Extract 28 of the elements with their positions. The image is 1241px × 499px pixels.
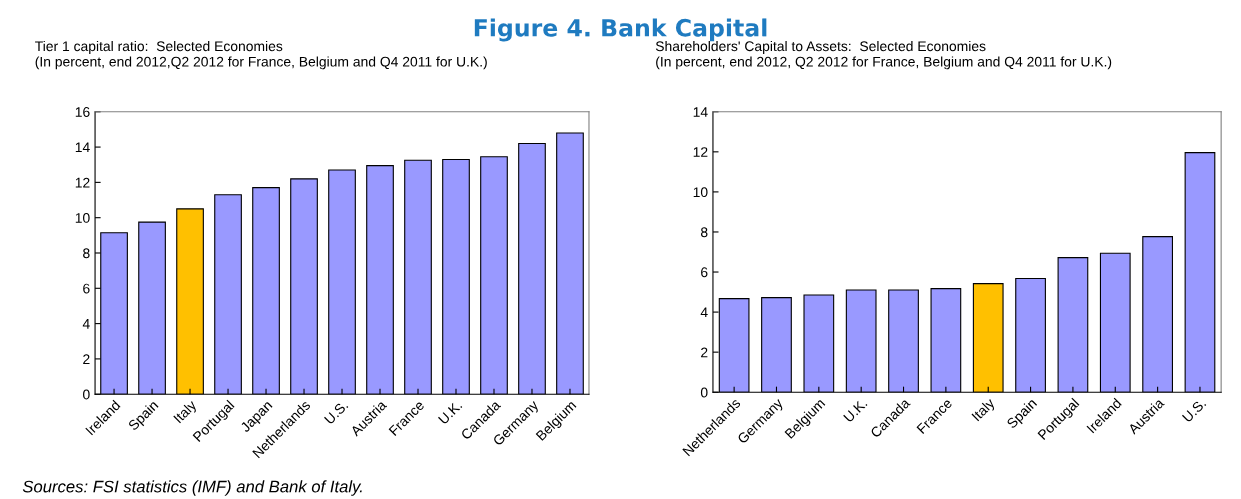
y-tick-label: 0 [700,387,708,398]
x-tick-label: U.K. [843,398,868,423]
y-tick-label: 10 [75,213,90,223]
source-note: Sources: FSI statistics (IMF) and Bank of Italy. [22,480,362,496]
y-tick-label: 0 [83,389,90,400]
chart-title: Tier 1 capital ratio: Selected Economies [35,40,283,54]
y-tick-label: 12 [75,177,90,188]
chart-subtitle: (In percent, end 2012,Q2 2012 for France, Belgium and Q4 2011 for U.K.) [35,56,487,70]
x-tick-label: U.S. [323,400,349,425]
y-tick-label: 14 [75,142,90,153]
x-tick-label: U.S. [1181,398,1207,423]
y-tick-label: 2 [701,347,708,358]
y-tick-label: 6 [701,267,708,278]
y-tick-label: 4 [700,307,708,318]
y-tick-label: 2 [83,354,90,364]
y-tick-label: 10 [693,187,708,198]
y-tick-label: 16 [75,107,90,117]
x-tick-label: Italy [971,397,998,424]
y-tick-label: 14 [693,107,708,117]
y-tick-label: 12 [693,147,708,157]
y-tick-label: 8 [700,227,708,238]
caption: Figure 4. Bank Capital [474,18,767,42]
y-tick-label: 6 [83,283,90,294]
x-tick-label: U.K. [438,400,463,425]
y-tick-label: 4 [82,319,90,329]
chart-title: Shareholders' Capital to Assets: Selected Economies [655,40,986,54]
y-tick-label: 8 [83,248,90,259]
chart-subtitle: (In percent, end 2012, Q2 2012 for France, Belgium and Q4 2011 for U.K.) [656,56,1112,70]
